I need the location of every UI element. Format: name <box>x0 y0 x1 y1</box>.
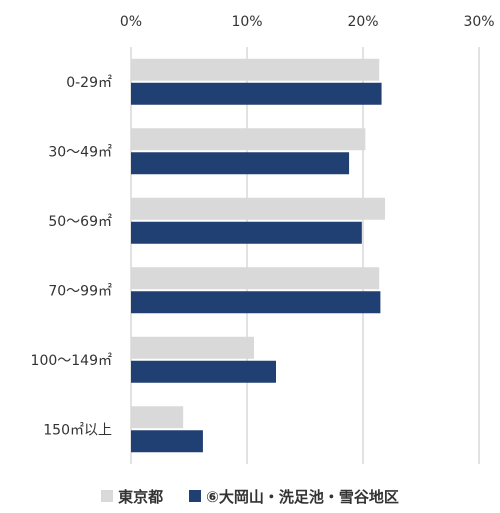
legend-label-tokyo: 東京都 <box>118 487 164 506</box>
legend-swatch-tokyo <box>101 490 114 502</box>
bar-district-0 <box>131 82 382 105</box>
category-label: 150㎡以上 <box>43 422 112 438</box>
legend-item-tokyo: 東京都 <box>101 486 163 507</box>
x-tick-label: 30% <box>463 14 494 30</box>
bar-tokyo-1 <box>131 128 366 151</box>
category-label: 50～69㎡ <box>48 214 112 230</box>
bar-tokyo-0 <box>131 58 380 81</box>
category-label: 100～149㎡ <box>31 353 112 369</box>
bar-district-5 <box>131 430 203 453</box>
category-label: 30～49㎡ <box>48 144 112 160</box>
bar-district-2 <box>131 221 362 244</box>
bar-district-1 <box>131 152 350 175</box>
legend-label-district: ⑥大岡山・洗足池・雪谷地区 <box>206 487 399 506</box>
bar-tokyo-5 <box>131 406 184 429</box>
bar-district-4 <box>131 360 276 383</box>
x-tick-label: 0% <box>120 14 142 30</box>
bar-tokyo-2 <box>131 197 386 220</box>
bar-tokyo-4 <box>131 336 254 359</box>
x-tick-label: 20% <box>347 14 378 30</box>
category-label: 70～99㎡ <box>48 283 112 299</box>
bar-tokyo-3 <box>131 267 380 290</box>
x-tick-label: 10% <box>231 14 262 30</box>
bar-district-3 <box>131 291 381 314</box>
legend-item-district: ⑥大岡山・洗足池・雪谷地区 <box>189 486 399 507</box>
legend-swatch-district <box>189 490 202 502</box>
category-label: 0-29㎡ <box>66 75 112 91</box>
legend: 東京都 ⑥大岡山・洗足池・雪谷地区 <box>0 484 500 508</box>
